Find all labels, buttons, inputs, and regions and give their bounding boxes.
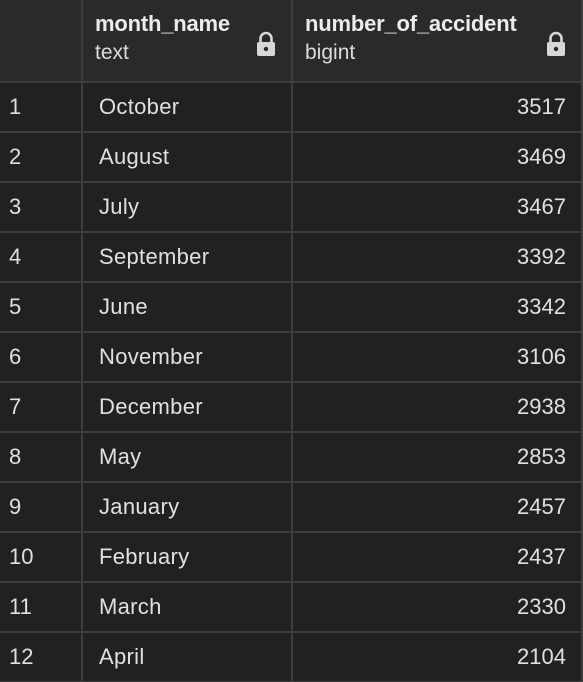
cell-month-name[interactable]: July — [81, 181, 293, 233]
table-row[interactable]: 5 June 3342 — [0, 281, 583, 333]
lock-icon — [257, 31, 275, 56]
cell-number-of-accident[interactable]: 2457 — [291, 481, 583, 533]
row-number[interactable]: 10 — [0, 531, 83, 583]
column-header-number-of-accident[interactable]: number_of_accident bigint — [291, 0, 583, 83]
cell-month-name[interactable]: April — [81, 631, 293, 682]
table-row[interactable]: 10 February 2437 — [0, 531, 583, 583]
cell-month-name[interactable]: March — [81, 581, 293, 633]
row-number[interactable]: 11 — [0, 581, 83, 633]
column-type: bigint — [305, 41, 356, 64]
cell-month-name[interactable]: August — [81, 131, 293, 183]
table-row[interactable]: 11 March 2330 — [0, 581, 583, 633]
cell-month-name[interactable]: September — [81, 231, 293, 283]
cell-month-name[interactable]: October — [81, 81, 293, 133]
row-number-header[interactable] — [0, 0, 83, 83]
cell-number-of-accident[interactable]: 2330 — [291, 581, 583, 633]
row-number[interactable]: 2 — [0, 131, 83, 183]
header-row: month_name text number_of_accident bigin… — [0, 0, 583, 83]
column-name: month_name — [95, 11, 230, 36]
row-number[interactable]: 3 — [0, 181, 83, 233]
table-row[interactable]: 4 September 3392 — [0, 231, 583, 283]
cell-month-name[interactable]: January — [81, 481, 293, 533]
cell-number-of-accident[interactable]: 3517 — [291, 81, 583, 133]
column-type: text — [95, 41, 129, 64]
cell-number-of-accident[interactable]: 2437 — [291, 531, 583, 583]
row-number[interactable]: 8 — [0, 431, 83, 483]
row-number[interactable]: 1 — [0, 81, 83, 133]
row-number[interactable]: 12 — [0, 631, 83, 682]
cell-number-of-accident[interactable]: 3106 — [291, 331, 583, 383]
row-number[interactable]: 6 — [0, 331, 83, 383]
cell-number-of-accident[interactable]: 2853 — [291, 431, 583, 483]
column-name: number_of_accident — [305, 11, 517, 36]
cell-number-of-accident[interactable]: 3469 — [291, 131, 583, 183]
table-row[interactable]: 3 July 3467 — [0, 181, 583, 233]
cell-month-name[interactable]: December — [81, 381, 293, 433]
cell-number-of-accident[interactable]: 3467 — [291, 181, 583, 233]
table-row[interactable]: 9 January 2457 — [0, 481, 583, 533]
table-row[interactable]: 8 May 2853 — [0, 431, 583, 483]
row-number[interactable]: 7 — [0, 381, 83, 433]
table-row[interactable]: 7 December 2938 — [0, 381, 583, 433]
cell-month-name[interactable]: February — [81, 531, 293, 583]
cell-number-of-accident[interactable]: 2938 — [291, 381, 583, 433]
cell-month-name[interactable]: May — [81, 431, 293, 483]
row-number[interactable]: 9 — [0, 481, 83, 533]
column-header-month-name[interactable]: month_name text — [81, 0, 293, 83]
table-row[interactable]: 1 October 3517 — [0, 81, 583, 133]
cell-number-of-accident[interactable]: 3392 — [291, 231, 583, 283]
cell-number-of-accident[interactable]: 3342 — [291, 281, 583, 333]
row-number[interactable]: 4 — [0, 231, 83, 283]
cell-number-of-accident[interactable]: 2104 — [291, 631, 583, 682]
row-number[interactable]: 5 — [0, 281, 83, 333]
table-row[interactable]: 12 April 2104 — [0, 631, 583, 682]
table-row[interactable]: 6 November 3106 — [0, 331, 583, 383]
cell-month-name[interactable]: June — [81, 281, 293, 333]
table-row[interactable]: 2 August 3469 — [0, 131, 583, 183]
lock-icon — [547, 31, 565, 56]
cell-month-name[interactable]: November — [81, 331, 293, 383]
